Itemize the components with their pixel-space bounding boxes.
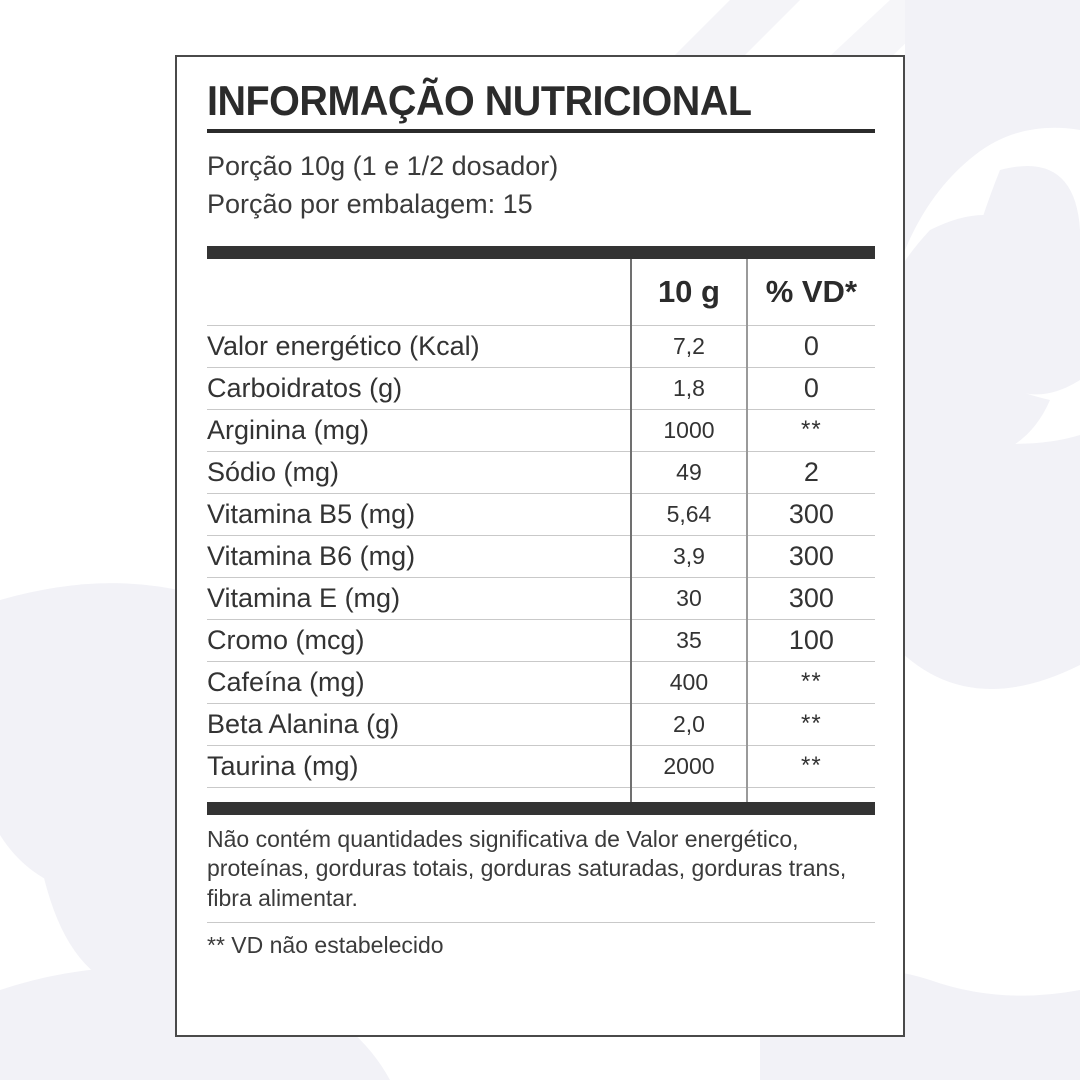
page-title: INFORMAÇÃO NUTRICIONAL bbox=[207, 77, 752, 124]
header-amount: 10 g bbox=[630, 258, 747, 326]
nutrient-daily-value-cell: ** bbox=[745, 702, 875, 746]
nutrient-name-cell: Vitamina B6 (mg) bbox=[207, 534, 632, 578]
nutrient-daily-value-cell: ** bbox=[745, 744, 875, 788]
table-row: Carboidratos (g) 1,8 0 bbox=[207, 366, 875, 410]
table-bottom-bar bbox=[207, 801, 875, 815]
serving-size-text: Porção 10g (1 e 1/2 dosador) bbox=[207, 151, 559, 182]
table-top-bar bbox=[207, 245, 875, 259]
nutrient-daily-value-cell: 300 bbox=[745, 576, 875, 620]
nutrient-name-cell: Arginina (mg) bbox=[207, 408, 632, 452]
nutrient-name-cell: Taurina (mg) bbox=[207, 744, 632, 788]
nutrient-amount-cell: 1000 bbox=[630, 408, 747, 452]
footnote-dv-not-established: ** VD não estabelecido bbox=[207, 932, 444, 959]
nutrient-amount-cell: 400 bbox=[630, 660, 747, 704]
nutrient-daily-value-cell: 100 bbox=[745, 618, 875, 662]
table-row: Vitamina B6 (mg) 3,9 300 bbox=[207, 534, 875, 578]
nutrient-name-cell: Carboidratos (g) bbox=[207, 366, 632, 410]
nutrient-name-cell: Beta Alanina (g) bbox=[207, 702, 632, 746]
nutrient-amount-cell: 2000 bbox=[630, 744, 747, 788]
nutrient-amount-cell: 35 bbox=[630, 618, 747, 662]
nutrient-amount-cell: 2,0 bbox=[630, 702, 747, 746]
nutrient-name-cell: Valor energético (Kcal) bbox=[207, 324, 632, 368]
nutrient-daily-value-cell: 0 bbox=[745, 324, 875, 368]
table-row: Beta Alanina (g) 2,0 ** bbox=[207, 702, 875, 746]
header-nutrient bbox=[207, 259, 631, 326]
table-row: Vitamina B5 (mg) 5,64 300 bbox=[207, 492, 875, 536]
table-spacer-row bbox=[207, 786, 875, 802]
table-row: Valor energético (Kcal) 7,2 0 bbox=[207, 324, 875, 368]
nutrition-label-panel: INFORMAÇÃO NUTRICIONAL Porção 10g (1 e 1… bbox=[175, 55, 905, 1037]
table-row: Sódio (mg) 49 2 bbox=[207, 450, 875, 494]
title-underline bbox=[207, 129, 875, 134]
table-row: Taurina (mg) 2000 ** bbox=[207, 744, 875, 788]
table-row: Arginina (mg) 1000 ** bbox=[207, 408, 875, 452]
table-row: Cafeína (mg) 400 ** bbox=[207, 660, 875, 704]
header-daily-value: % VD* bbox=[745, 258, 875, 326]
table-row: Vitamina E (mg) 30 300 bbox=[207, 576, 875, 620]
nutrient-amount-cell: 49 bbox=[630, 450, 747, 494]
nutrient-name-cell: Vitamina E (mg) bbox=[207, 576, 632, 620]
nutrient-daily-value-cell: ** bbox=[745, 660, 875, 704]
table-header-row: 10 g % VD* bbox=[207, 258, 875, 326]
nutrient-name-cell: Cromo (mcg) bbox=[207, 618, 632, 662]
nutrient-daily-value-cell: 300 bbox=[745, 492, 875, 536]
footnote-block: Não contém quantidades significativa de … bbox=[207, 815, 875, 959]
nutrient-amount-cell: 5,64 bbox=[630, 492, 747, 536]
nutrient-name-cell: Sódio (mg) bbox=[207, 450, 632, 494]
nutrient-amount-cell: 3,9 bbox=[630, 534, 747, 578]
table-row: Cromo (mcg) 35 100 bbox=[207, 618, 875, 662]
footnote-not-significant: Não contém quantidades significativa de … bbox=[207, 825, 847, 911]
nutrition-facts-table: 10 g % VD* Valor energético (Kcal) 7,2 0 Ca… bbox=[207, 258, 875, 802]
nutrient-amount-cell: 7,2 bbox=[630, 324, 747, 368]
nutrient-daily-value-cell: 0 bbox=[745, 366, 875, 410]
nutrient-name-cell: Vitamina B5 (mg) bbox=[207, 492, 632, 536]
nutrient-name-cell: Cafeína (mg) bbox=[207, 660, 632, 704]
footnote-divider bbox=[207, 922, 875, 924]
nutrient-daily-value-cell: 2 bbox=[745, 450, 875, 494]
servings-per-package-text: Porção por embalagem: 15 bbox=[207, 189, 533, 220]
nutrient-amount-cell: 30 bbox=[630, 576, 747, 620]
nutrient-amount-cell: 1,8 bbox=[630, 366, 747, 410]
nutrient-daily-value-cell: 300 bbox=[745, 534, 875, 578]
nutrient-daily-value-cell: ** bbox=[745, 408, 875, 452]
